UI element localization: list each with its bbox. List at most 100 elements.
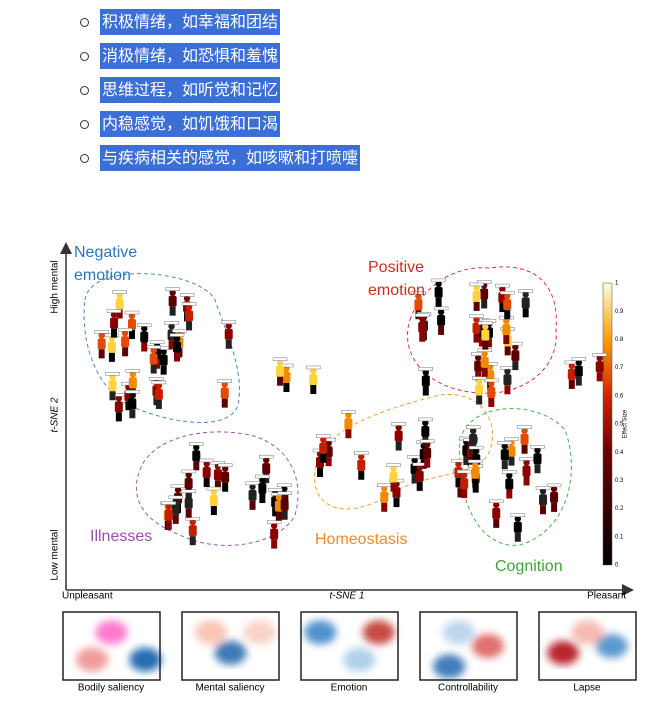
body-legs xyxy=(249,500,256,510)
body-label xyxy=(377,483,392,487)
cluster-label: Cognition xyxy=(495,558,563,575)
colorbar-tick: 0.5 xyxy=(615,422,624,428)
body-label xyxy=(272,357,288,361)
body-legs xyxy=(186,321,193,331)
body-head xyxy=(575,359,583,366)
body-head xyxy=(283,365,290,373)
body-legs xyxy=(488,397,495,407)
body-legs xyxy=(129,409,136,419)
y-axis-title: t-SNE 2 xyxy=(50,397,61,432)
body-legs xyxy=(210,506,217,516)
body-head xyxy=(358,453,365,460)
body-label xyxy=(221,320,236,324)
body-legs xyxy=(150,364,157,374)
body-torso xyxy=(221,471,230,483)
body-legs xyxy=(277,376,284,386)
body-head xyxy=(395,424,402,431)
panel-heatmap xyxy=(547,620,628,665)
body-torso xyxy=(213,469,222,481)
body-label xyxy=(151,380,167,385)
body-legs xyxy=(189,536,196,546)
body-torso xyxy=(248,489,257,501)
body-head xyxy=(174,486,182,494)
list-item: 内稳感觉，如饥饿和口渴 xyxy=(100,111,281,137)
body-torso xyxy=(258,483,267,495)
body-torso xyxy=(202,466,211,478)
body-label xyxy=(457,469,472,474)
body-head xyxy=(203,460,210,468)
body-label xyxy=(277,483,292,487)
body-torso xyxy=(522,465,531,477)
body-torso xyxy=(184,497,193,509)
body-map xyxy=(104,333,120,362)
body-map xyxy=(517,425,532,454)
body-torso xyxy=(357,459,366,471)
body-label xyxy=(469,282,484,287)
body-torso xyxy=(505,478,514,490)
body-label xyxy=(185,516,200,521)
body-torso xyxy=(168,295,177,307)
bullet xyxy=(80,154,89,163)
body-torso xyxy=(110,317,119,329)
body-torso xyxy=(128,398,137,410)
body-legs xyxy=(481,367,488,377)
body-label xyxy=(266,520,282,524)
bullet xyxy=(80,52,89,61)
body-map xyxy=(217,463,233,492)
body-head xyxy=(185,491,192,498)
body-map xyxy=(266,520,282,549)
heat-blob xyxy=(243,620,276,645)
body-legs xyxy=(155,399,162,409)
body-legs xyxy=(457,488,464,498)
body-head xyxy=(155,382,163,390)
body-torso xyxy=(550,491,559,503)
body-map xyxy=(199,458,214,487)
body-legs xyxy=(310,384,317,394)
body-head xyxy=(221,381,228,388)
body-label xyxy=(245,481,260,486)
cluster-outline xyxy=(458,408,572,546)
body-map xyxy=(161,501,176,530)
cluster-label: Positive xyxy=(368,259,424,276)
body-legs xyxy=(108,352,115,362)
body-legs xyxy=(122,347,129,357)
body-map xyxy=(165,287,180,316)
heat-blob xyxy=(362,620,395,645)
body-map xyxy=(469,282,484,311)
body-map xyxy=(245,481,260,510)
y-axis-bottom: Low mental xyxy=(50,529,61,580)
body-map xyxy=(341,410,356,439)
body-label xyxy=(255,474,270,479)
body-map xyxy=(546,483,562,512)
body-label xyxy=(149,377,164,381)
body-torso xyxy=(472,290,481,302)
body-label xyxy=(217,379,232,383)
list-item: 思维过程，如听觉和记忆 xyxy=(100,77,281,103)
body-map xyxy=(255,474,270,504)
body-map xyxy=(185,516,200,546)
body-label xyxy=(517,425,532,429)
body-label xyxy=(181,469,196,474)
body-label xyxy=(169,333,185,337)
body-legs xyxy=(472,478,479,488)
body-torso xyxy=(270,528,279,540)
body-head xyxy=(169,289,176,296)
body-torso xyxy=(500,449,509,461)
body-label xyxy=(124,310,140,315)
body-label xyxy=(94,330,109,334)
body-head xyxy=(506,472,513,479)
body-map xyxy=(418,367,434,396)
body-legs xyxy=(463,455,470,465)
body-head xyxy=(259,476,266,484)
body-head xyxy=(475,378,483,385)
body-map xyxy=(465,425,481,454)
body-head xyxy=(437,308,445,316)
colorbar-tick: 0.7 xyxy=(615,365,624,371)
body-head xyxy=(473,316,480,323)
body-label xyxy=(419,439,435,443)
body-legs xyxy=(111,328,118,338)
list-item: 消极情绪，如恐惧和羞愧 xyxy=(100,43,281,69)
body-label xyxy=(489,499,504,504)
body-map xyxy=(111,393,127,422)
